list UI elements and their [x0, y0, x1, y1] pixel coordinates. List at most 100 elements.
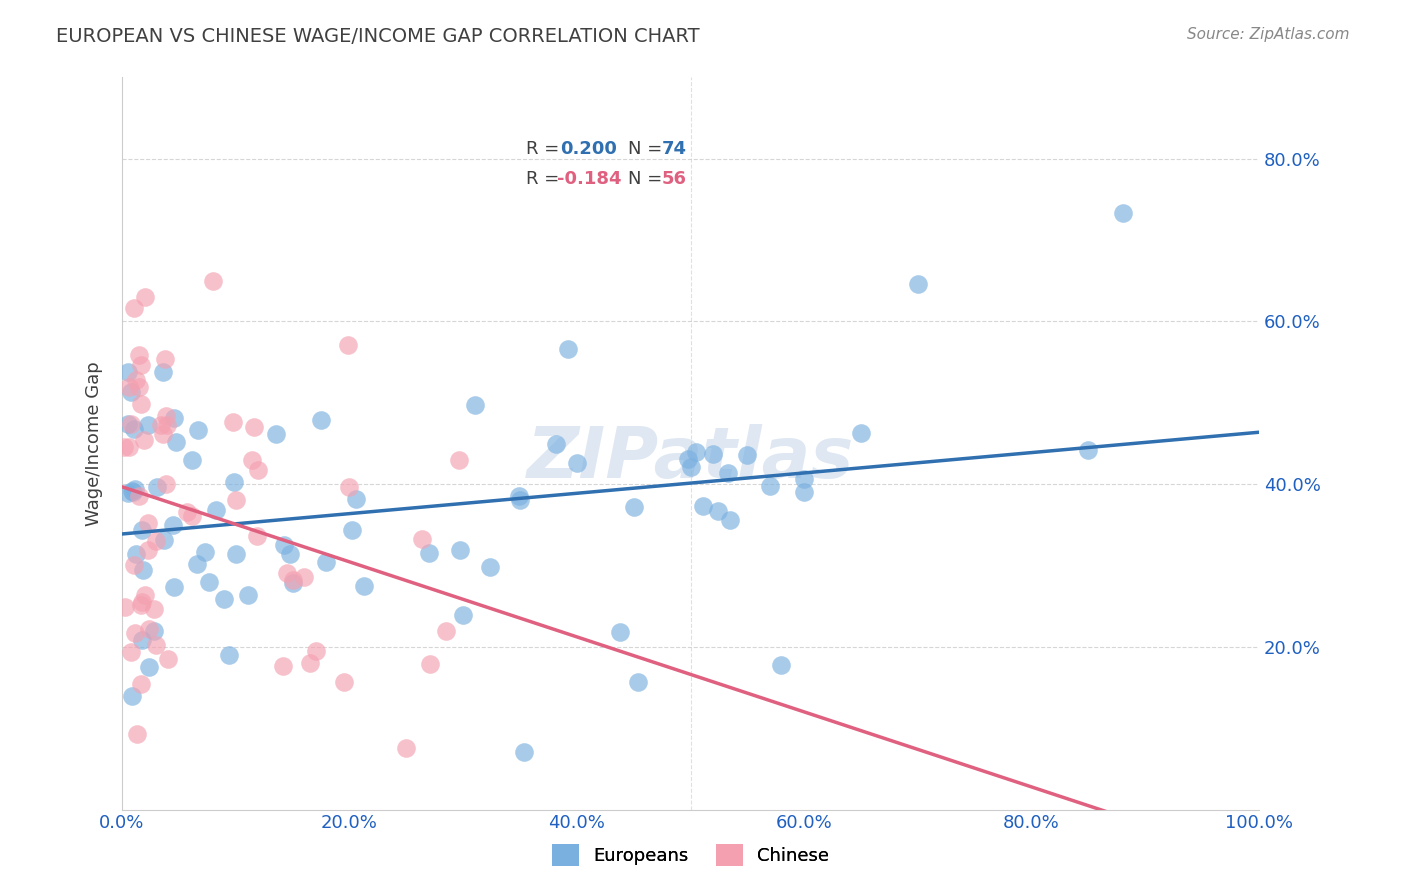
Text: 74: 74 — [662, 140, 688, 158]
Point — [447, 453, 470, 467]
Point — [557, 342, 579, 356]
Point — [155, 476, 177, 491]
Point — [737, 448, 759, 462]
Point — [759, 479, 782, 493]
Point — [131, 676, 153, 690]
Point — [281, 573, 304, 587]
Point — [143, 602, 166, 616]
Text: N =: N = — [628, 169, 668, 187]
Point — [136, 543, 159, 558]
Point — [685, 444, 707, 458]
Point — [122, 484, 145, 499]
Point — [121, 483, 143, 498]
Point — [145, 480, 167, 494]
Point — [451, 607, 474, 622]
Point — [395, 741, 418, 756]
Point — [134, 588, 156, 602]
Point — [163, 411, 186, 425]
Point — [240, 453, 263, 467]
Point — [124, 547, 146, 561]
Point — [122, 301, 145, 315]
Point — [218, 648, 240, 663]
Point — [120, 384, 142, 399]
Point — [134, 290, 156, 304]
Point — [198, 574, 221, 589]
Point — [411, 533, 433, 547]
Point — [702, 447, 724, 461]
Text: ZIPatlas: ZIPatlas — [527, 424, 855, 492]
Point — [117, 440, 139, 454]
Point — [128, 489, 150, 503]
Point — [718, 513, 741, 527]
Point — [131, 563, 153, 577]
Point — [225, 547, 247, 561]
Point — [336, 338, 359, 352]
Point — [118, 380, 141, 394]
Point — [145, 639, 167, 653]
Point — [120, 645, 142, 659]
Point — [112, 441, 135, 455]
Point — [163, 580, 186, 594]
Point — [131, 524, 153, 538]
Point — [304, 644, 326, 658]
Point — [707, 504, 730, 518]
Point — [136, 516, 159, 531]
Point — [194, 545, 217, 559]
Point — [513, 745, 536, 759]
Point — [419, 657, 441, 671]
Point — [623, 500, 645, 514]
Point — [117, 417, 139, 431]
Point — [344, 491, 367, 506]
Point — [679, 460, 702, 475]
Text: R =: R = — [526, 169, 565, 187]
Point — [117, 365, 139, 379]
Point — [127, 727, 149, 741]
Point — [478, 560, 501, 574]
Point — [299, 657, 322, 671]
Point — [225, 493, 247, 508]
Point — [247, 463, 270, 477]
Point — [138, 660, 160, 674]
Point — [212, 592, 235, 607]
Legend: Europeans, Chinese: Europeans, Chinese — [544, 838, 837, 874]
Point — [509, 492, 531, 507]
Point — [294, 570, 316, 584]
Point — [117, 485, 139, 500]
Point — [339, 479, 361, 493]
Point — [129, 598, 152, 612]
Text: EUROPEAN VS CHINESE WAGE/INCOME GAP CORRELATION CHART: EUROPEAN VS CHINESE WAGE/INCOME GAP CORR… — [56, 27, 700, 45]
Point — [125, 373, 148, 387]
Point — [676, 451, 699, 466]
Point — [238, 588, 260, 602]
Point — [129, 358, 152, 372]
Point — [131, 633, 153, 648]
Text: 56: 56 — [662, 169, 688, 187]
Point — [849, 425, 872, 440]
Text: N =: N = — [628, 140, 668, 158]
Text: Source: ZipAtlas.com: Source: ZipAtlas.com — [1187, 27, 1350, 42]
Point — [264, 426, 287, 441]
Point — [145, 533, 167, 548]
Point — [156, 652, 179, 666]
Point — [176, 505, 198, 519]
Point — [418, 546, 440, 560]
Point — [186, 558, 208, 572]
Point — [333, 674, 356, 689]
Point — [246, 529, 269, 543]
Point — [155, 418, 177, 433]
Point — [205, 502, 228, 516]
Point — [222, 415, 245, 429]
Point — [770, 657, 793, 672]
Text: 0.200: 0.200 — [560, 140, 617, 158]
Point — [1111, 206, 1133, 220]
Point — [180, 509, 202, 524]
Text: -0.184: -0.184 — [558, 169, 621, 187]
Point — [134, 434, 156, 448]
Point — [273, 538, 295, 552]
Point — [187, 423, 209, 437]
Point — [131, 595, 153, 609]
Point — [155, 409, 177, 423]
Point — [340, 523, 363, 537]
Point — [276, 566, 298, 581]
Point — [162, 517, 184, 532]
